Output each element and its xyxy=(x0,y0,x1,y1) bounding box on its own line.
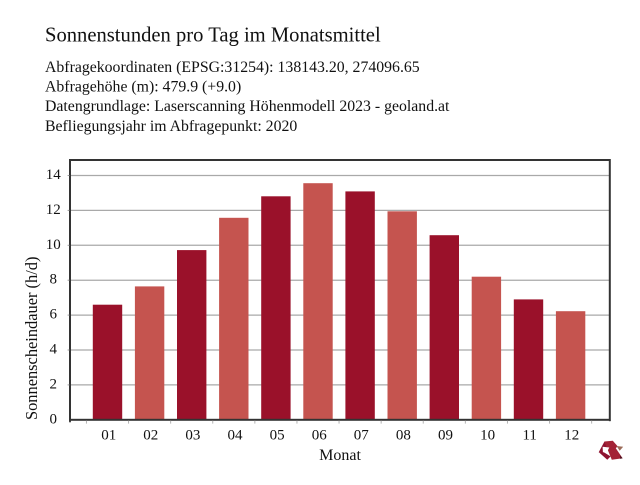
svg-text:Sonnenscheindauer (h/d): Sonnenscheindauer (h/d) xyxy=(22,257,41,420)
svg-text:08: 08 xyxy=(396,428,411,444)
svg-text:2: 2 xyxy=(50,376,58,392)
svg-text:8: 8 xyxy=(50,272,58,288)
svg-text:4: 4 xyxy=(50,342,58,358)
svg-text:02: 02 xyxy=(143,428,158,444)
svg-text:Monat: Monat xyxy=(319,447,361,464)
svg-text:10: 10 xyxy=(46,237,61,253)
svg-text:Abfragekoordinaten (EPSG:31254: Abfragekoordinaten (EPSG:31254): 138143.… xyxy=(45,59,420,76)
svg-text:12: 12 xyxy=(564,428,579,444)
svg-text:Sonnenstunden pro Tag im Monat: Sonnenstunden pro Tag im Monatsmittel xyxy=(45,25,381,47)
svg-text:04: 04 xyxy=(228,428,244,444)
svg-text:Datengrundlage: Laserscanning: Datengrundlage: Laserscanning Höhenmodel… xyxy=(45,98,450,115)
svg-text:05: 05 xyxy=(270,428,285,444)
svg-text:03: 03 xyxy=(185,428,200,444)
svg-text:09: 09 xyxy=(438,428,453,444)
svg-text:11: 11 xyxy=(522,428,536,444)
svg-text:10: 10 xyxy=(480,428,495,444)
svg-text:07: 07 xyxy=(354,428,370,444)
svg-text:14: 14 xyxy=(46,167,62,183)
svg-text:12: 12 xyxy=(46,202,61,218)
svg-text:01: 01 xyxy=(101,428,116,444)
svg-text:06: 06 xyxy=(312,428,328,444)
svg-text:0: 0 xyxy=(50,411,58,427)
svg-text:Befliegungsjahr im Abfragepunk: Befliegungsjahr im Abfragepunkt: 2020 xyxy=(45,118,297,135)
svg-text:Abfragehöhe (m): 479.9 (+9.0): Abfragehöhe (m): 479.9 (+9.0) xyxy=(45,79,241,96)
svg-text:6: 6 xyxy=(50,307,58,323)
